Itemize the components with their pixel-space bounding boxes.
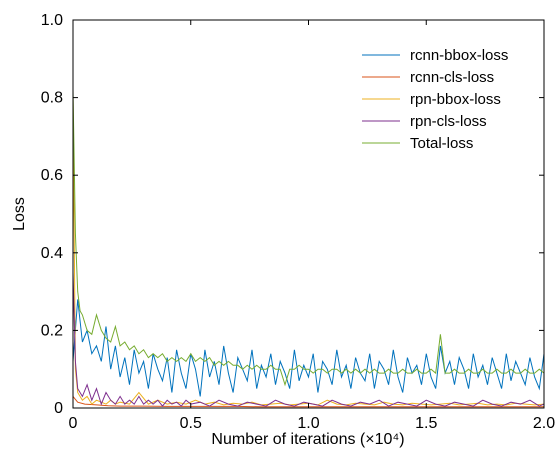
x-tick-label: 1.5 (415, 415, 437, 432)
x-axis-title: Number of iterations (×10⁴) (211, 431, 404, 448)
y-tick-label: 0.6 (41, 167, 63, 184)
y-tick-label: 0.2 (41, 322, 63, 339)
x-tick-label: 0.5 (180, 415, 202, 432)
y-tick-label: 1.0 (41, 12, 63, 29)
series-layer (73, 89, 544, 408)
x-tick-label: 2.0 (533, 415, 555, 432)
series-line-rcnn-cls-loss (73, 396, 544, 408)
series-line-rpn-cls-loss (73, 272, 544, 407)
legend-label: rpn-bbox-loss (410, 91, 501, 108)
series-line-Total-loss (73, 89, 544, 387)
y-axis-title: Loss (11, 197, 28, 231)
y-tick-label: 0.8 (41, 90, 63, 107)
x-tick-label: 1.0 (297, 415, 319, 432)
legend-label: rcnn-bbox-loss (410, 47, 508, 64)
y-tick-label: 0 (54, 400, 63, 417)
x-tick-label: 0 (69, 415, 78, 432)
series-line-rcnn-bbox-loss (73, 299, 544, 397)
legend-label: Total-loss (410, 135, 473, 152)
legend: rcnn-bbox-loss rcnn-cls-loss rpn-bbox-loss… (362, 47, 508, 152)
y-tick-label: 0.4 (41, 245, 63, 262)
legend-label: rpn-cls-loss (410, 113, 487, 130)
legend-label: rcnn-cls-loss (410, 69, 494, 86)
ticks-layer: 0 0.5 1.0 1.5 2.0 0 0.2 0.4 0.6 0.8 1.0 (41, 12, 555, 432)
